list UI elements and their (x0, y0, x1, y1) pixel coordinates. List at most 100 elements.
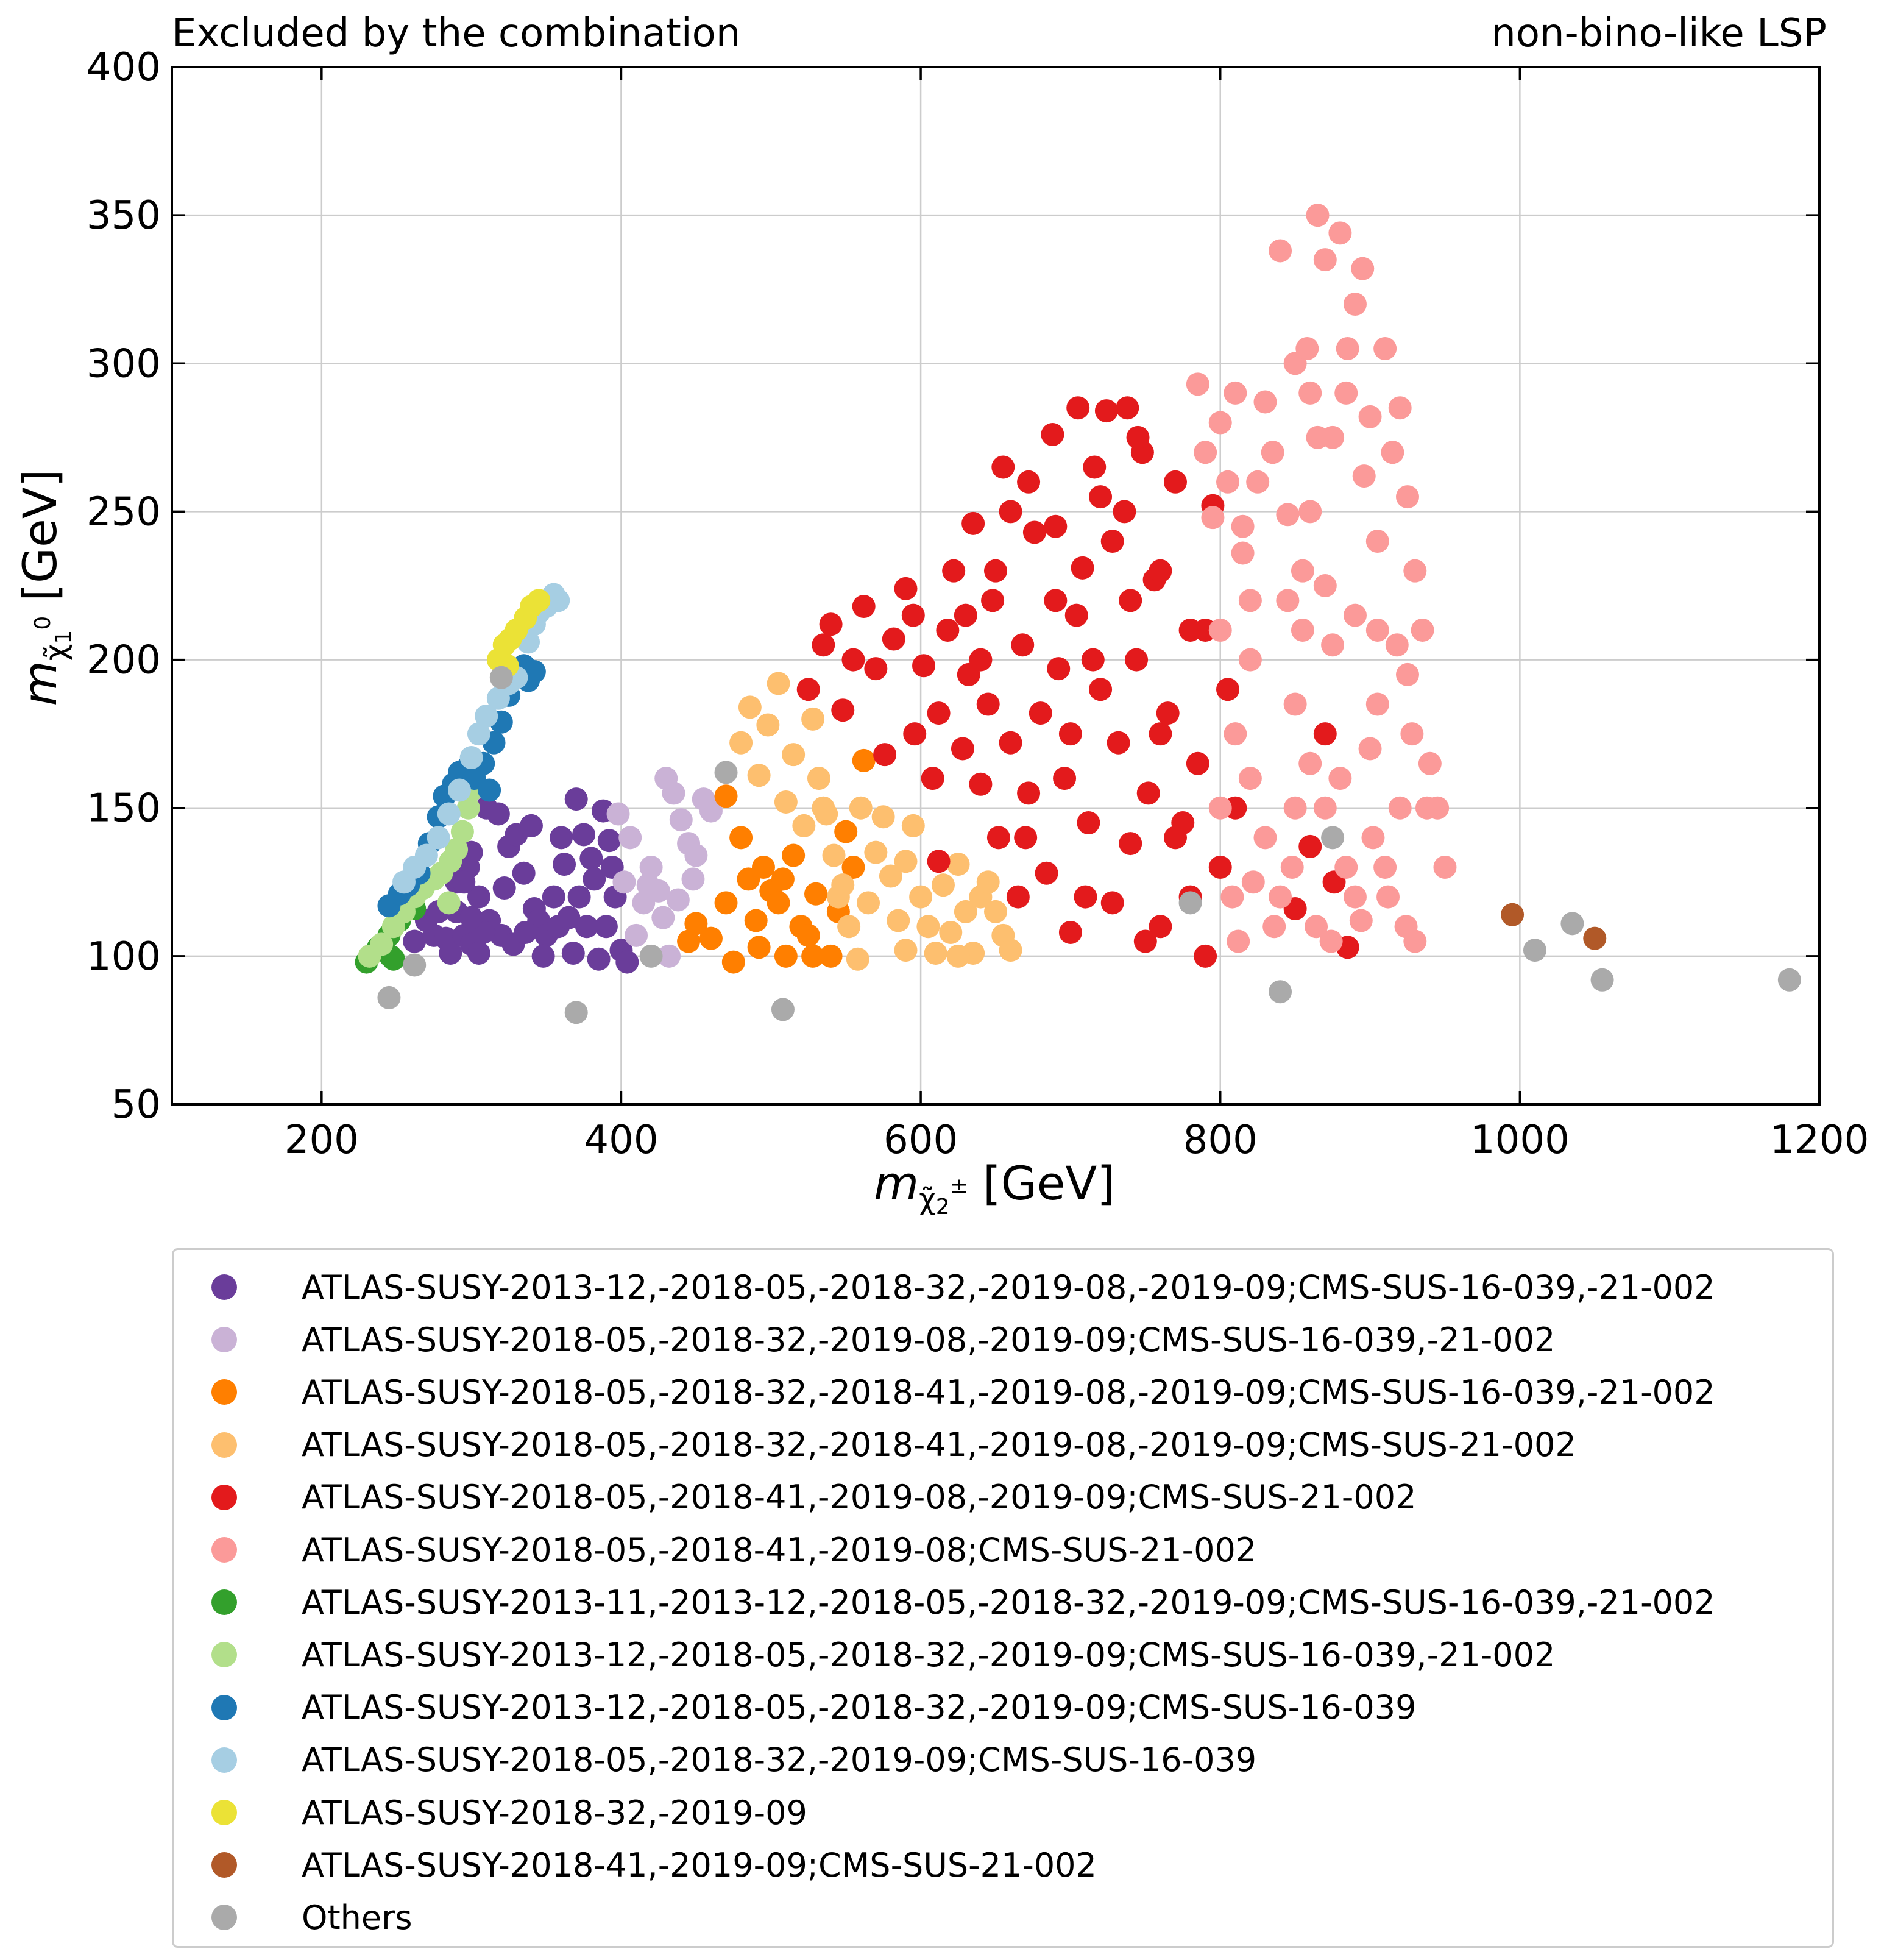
data-point (981, 589, 1005, 612)
data-point (1077, 811, 1100, 835)
data-point (1276, 589, 1300, 612)
data-point (1253, 390, 1277, 414)
series-1 (606, 767, 723, 968)
data-point (587, 947, 611, 971)
data-point (557, 906, 581, 929)
data-point (1029, 701, 1052, 725)
data-point (1186, 751, 1209, 775)
data-point (1358, 737, 1382, 761)
series-3 (729, 672, 1022, 971)
data-point (819, 612, 843, 636)
data-point (1365, 530, 1389, 553)
data-point (1283, 692, 1307, 716)
data-point (1269, 885, 1292, 909)
data-point (804, 882, 828, 906)
x-tick-label: 200 (285, 1118, 359, 1163)
data-point (1149, 722, 1172, 746)
data-point (729, 731, 753, 755)
legend-label: Others (302, 1898, 413, 1937)
data-point (841, 855, 865, 879)
data-point (864, 840, 888, 864)
data-point (531, 944, 555, 968)
data-point (1035, 861, 1058, 885)
data-point (812, 796, 835, 820)
data-point (615, 950, 639, 974)
data-point (527, 589, 551, 612)
data-point (729, 826, 753, 850)
data-point (1351, 257, 1375, 280)
data-point (946, 944, 970, 968)
data-point (564, 787, 588, 811)
data-point (831, 698, 855, 722)
data-point (714, 784, 738, 808)
data-point (1216, 678, 1240, 701)
data-point (819, 944, 843, 968)
data-point (747, 936, 771, 959)
data-point (1583, 926, 1607, 950)
data-point (1071, 556, 1094, 580)
data-point (1208, 855, 1232, 879)
data-point (456, 796, 480, 820)
data-point (1396, 485, 1419, 509)
data-point (669, 808, 693, 832)
data-point (567, 885, 591, 909)
data-point (747, 764, 771, 787)
data-point (714, 761, 738, 784)
legend-entry: ATLAS-SUSY-2018-05,-2018-32,-2018-41,-20… (174, 1366, 1715, 1418)
data-point (486, 802, 510, 826)
legend-label: ATLAS-SUSY-2018-05,-2018-32,-2019-09;CMS… (302, 1741, 1257, 1780)
y-tick-label: 400 (87, 45, 161, 90)
data-point (636, 873, 660, 897)
y-tick-label: 100 (87, 934, 161, 979)
data-point (1306, 204, 1330, 227)
data-point (1298, 834, 1322, 858)
x-tick-label: 600 (884, 1118, 958, 1163)
legend-marker (211, 1484, 237, 1510)
data-point (1291, 618, 1314, 642)
legend-marker (211, 1642, 237, 1668)
legend-entry: ATLAS-SUSY-2018-41,-2019-09;CMS-SUS-21-0… (174, 1839, 1097, 1891)
data-point (467, 941, 490, 965)
data-point (901, 603, 925, 627)
y-tick-label: 300 (87, 341, 161, 386)
data-point (414, 843, 438, 867)
legend-label: ATLAS-SUSY-2013-12,-2018-05,-2018-32,-20… (302, 1268, 1715, 1307)
data-point (625, 923, 648, 947)
data-point (846, 947, 869, 971)
data-point (514, 920, 537, 944)
legend-marker (211, 1694, 237, 1720)
y-tick-label: 150 (87, 786, 161, 831)
data-point (927, 850, 951, 873)
data-point (1365, 692, 1389, 716)
data-point (912, 654, 936, 678)
data-point (1119, 589, 1142, 612)
x-tick-label: 1200 (1770, 1118, 1869, 1163)
data-point (1194, 441, 1217, 464)
data-point (864, 657, 888, 681)
data-point (1238, 648, 1262, 672)
data-point (1361, 826, 1385, 850)
data-point (1116, 396, 1139, 420)
data-point (774, 944, 798, 968)
data-point (1064, 603, 1088, 627)
data-point (857, 891, 880, 915)
data-point (1100, 891, 1124, 915)
data-point (771, 998, 795, 1021)
data-point (882, 627, 905, 651)
data-point (939, 920, 963, 944)
data-point (1269, 239, 1292, 263)
data-point (954, 900, 977, 923)
data-point (1291, 559, 1314, 583)
data-point (1590, 968, 1614, 992)
data-point (1381, 441, 1404, 464)
data-point (999, 939, 1022, 962)
data-point (1058, 722, 1082, 746)
legend-entry: ATLAS-SUSY-2013-11,-2013-12,-2018-05,-20… (174, 1576, 1715, 1628)
data-point (657, 944, 681, 968)
data-point (447, 778, 471, 802)
data-point (1280, 855, 1304, 879)
data-point (1149, 559, 1172, 583)
data-point (796, 678, 820, 701)
data-point (492, 876, 516, 900)
legend-label: ATLAS-SUSY-2018-05,-2018-32,-2018-41,-20… (302, 1426, 1576, 1465)
